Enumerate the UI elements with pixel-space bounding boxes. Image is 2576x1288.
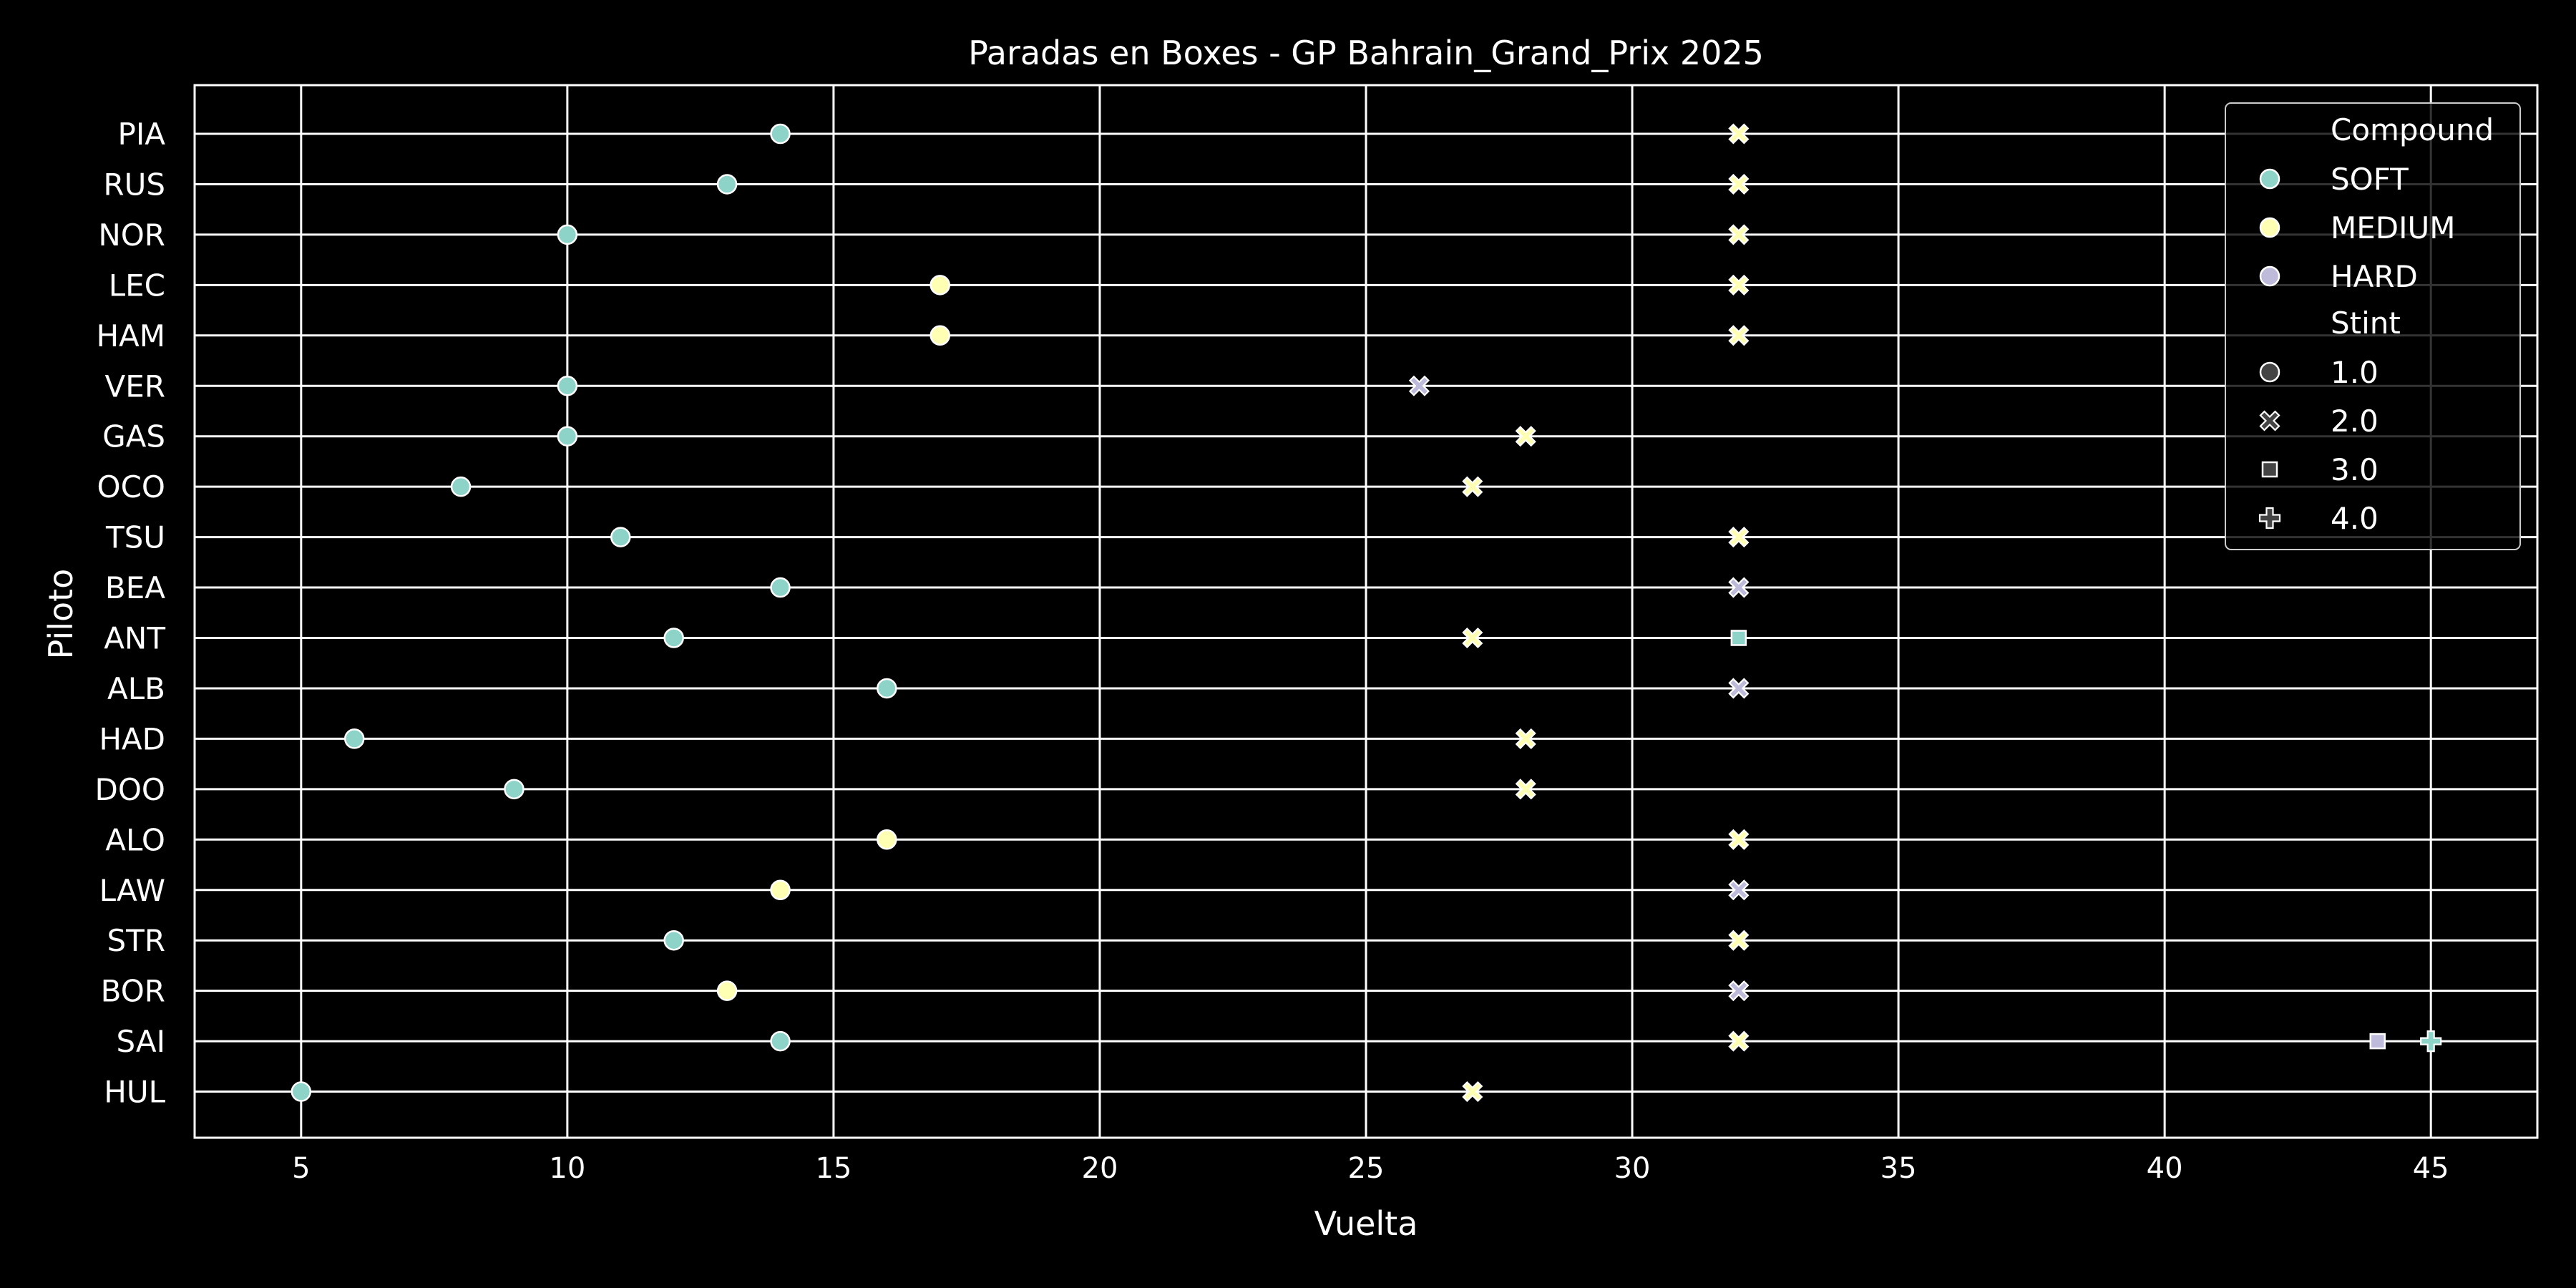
y-tick-label: BOR [101, 974, 165, 1009]
point-lec-lap-17 [930, 275, 950, 296]
legend-marker-stint-2 [2259, 410, 2280, 431]
point-doo-lap-9 [504, 779, 525, 800]
plot-frame [193, 84, 2539, 1139]
point-alo-lap-32 [1728, 829, 1750, 850]
point-had-lap-28 [1515, 728, 1536, 749]
x-tick-label: 5 [292, 1152, 310, 1185]
point-str-lap-12 [663, 930, 684, 951]
x-tick-label: 20 [1082, 1152, 1118, 1185]
point-ant-lap-27 [1462, 627, 1483, 649]
point-ham-lap-17 [930, 325, 950, 346]
x-tick-label: 25 [1348, 1152, 1385, 1185]
legend-marker-stint-3 [2261, 461, 2278, 478]
point-sai-lap-45 [2420, 1030, 2442, 1053]
y-tick-label: SAI [116, 1024, 165, 1059]
point-bor-lap-13 [716, 980, 738, 1001]
point-bor-lap-32 [1728, 980, 1750, 1002]
point-hul-lap-5 [291, 1081, 312, 1102]
point-gas-lap-10 [557, 426, 578, 447]
legend-label-stint-3: 3.0 [2331, 452, 2379, 487]
point-alo-lap-16 [877, 829, 897, 850]
y-tick-label: HUL [104, 1075, 165, 1110]
x-tick-label: 15 [815, 1152, 852, 1185]
point-ver-lap-26 [1408, 375, 1430, 396]
y-tick-label: ANT [104, 621, 165, 656]
point-rus-lap-32 [1728, 173, 1750, 195]
x-axis-label: Vuelta [1314, 1204, 1418, 1243]
point-oco-lap-8 [450, 476, 472, 497]
legend-marker-medium [2259, 217, 2280, 238]
point-ham-lap-32 [1728, 325, 1750, 346]
y-tick-label: ALB [107, 671, 165, 706]
point-bea-lap-32 [1728, 577, 1750, 598]
point-sai-lap-44 [2369, 1033, 2386, 1050]
point-gas-lap-28 [1515, 426, 1536, 447]
point-sai-lap-32 [1728, 1030, 1750, 1052]
point-bea-lap-14 [770, 577, 791, 598]
x-tick-label: 45 [2413, 1152, 2449, 1185]
y-axis-label: Piloto [42, 569, 80, 660]
chart-title: Paradas en Boxes - GP Bahrain_Grand_Prix… [968, 34, 1764, 72]
legend-label-hard: HARD [2331, 259, 2418, 294]
y-tick-label: GAS [102, 419, 165, 454]
point-pia-lap-32 [1728, 123, 1750, 145]
y-tick-label: STR [107, 923, 166, 958]
y-tick-label: HAD [99, 721, 165, 756]
point-str-lap-32 [1728, 930, 1750, 951]
y-tick-label: TSU [105, 520, 165, 555]
data-points [291, 123, 2442, 1103]
point-ver-lap-10 [557, 376, 578, 396]
point-tsu-lap-11 [610, 527, 631, 547]
x-tick-label: 40 [2147, 1152, 2183, 1185]
y-tick-label: DOO [95, 772, 165, 807]
y-tick-label: PIA [118, 117, 166, 152]
legend-label-medium: MEDIUM [2331, 210, 2455, 245]
point-had-lap-6 [343, 728, 365, 749]
legend-hue-title: Compound [2331, 112, 2494, 147]
point-law-lap-32 [1728, 879, 1750, 901]
point-doo-lap-28 [1515, 779, 1536, 800]
x-tick-label: 10 [549, 1152, 585, 1185]
y-tick-label: HAM [96, 318, 165, 353]
point-ant-lap-32 [1730, 630, 1747, 646]
legend: Compound SOFT MEDIUM HARD 1.0 2.0 3.0 4.0 Stin… [2225, 102, 2521, 550]
y-tick-label: NOR [98, 218, 165, 253]
legend-label-stint-2: 2.0 [2331, 404, 2379, 439]
point-nor-lap-10 [557, 224, 578, 245]
legend-marker-hard [2259, 265, 2280, 287]
y-tick-label: RUS [103, 167, 165, 202]
y-tick-label: ALO [105, 822, 165, 857]
legend-box [2225, 102, 2521, 550]
y-tick-label: VER [105, 369, 165, 404]
y-tick-label: LEC [109, 268, 165, 303]
point-lec-lap-32 [1728, 274, 1750, 296]
y-tick-label: BEA [105, 570, 165, 605]
legend-marker-stint-4 [2258, 507, 2281, 530]
legend-style-title: Stint [2331, 306, 2401, 341]
point-rus-lap-13 [716, 174, 738, 195]
x-tick-label: 30 [1614, 1152, 1651, 1185]
point-sai-lap-14 [770, 1030, 791, 1052]
point-nor-lap-32 [1728, 224, 1750, 245]
point-pia-lap-14 [770, 123, 791, 145]
point-ant-lap-12 [663, 628, 684, 648]
y-tick-label: OCO [97, 469, 165, 504]
point-alb-lap-32 [1728, 678, 1750, 699]
point-alb-lap-16 [877, 678, 897, 699]
legend-label-stint-4: 4.0 [2331, 501, 2379, 536]
y-tick-label: LAW [99, 873, 165, 908]
legend-marker-stint-1 [2259, 361, 2280, 383]
legend-marker-soft [2259, 168, 2280, 190]
legend-label-soft: SOFT [2331, 162, 2409, 197]
point-tsu-lap-32 [1728, 527, 1750, 548]
point-hul-lap-27 [1462, 1080, 1483, 1103]
legend-label-stint-1: 1.0 [2331, 355, 2379, 390]
grid-lines [195, 85, 2537, 1138]
point-oco-lap-27 [1462, 476, 1483, 497]
x-tick-label: 35 [1880, 1152, 1917, 1185]
point-law-lap-14 [770, 879, 791, 900]
tick-labels: 5 10 15 20 25 30 35 40 45 PIA RUS NOR LEC HAM VER GAS OC… [95, 117, 2449, 1185]
